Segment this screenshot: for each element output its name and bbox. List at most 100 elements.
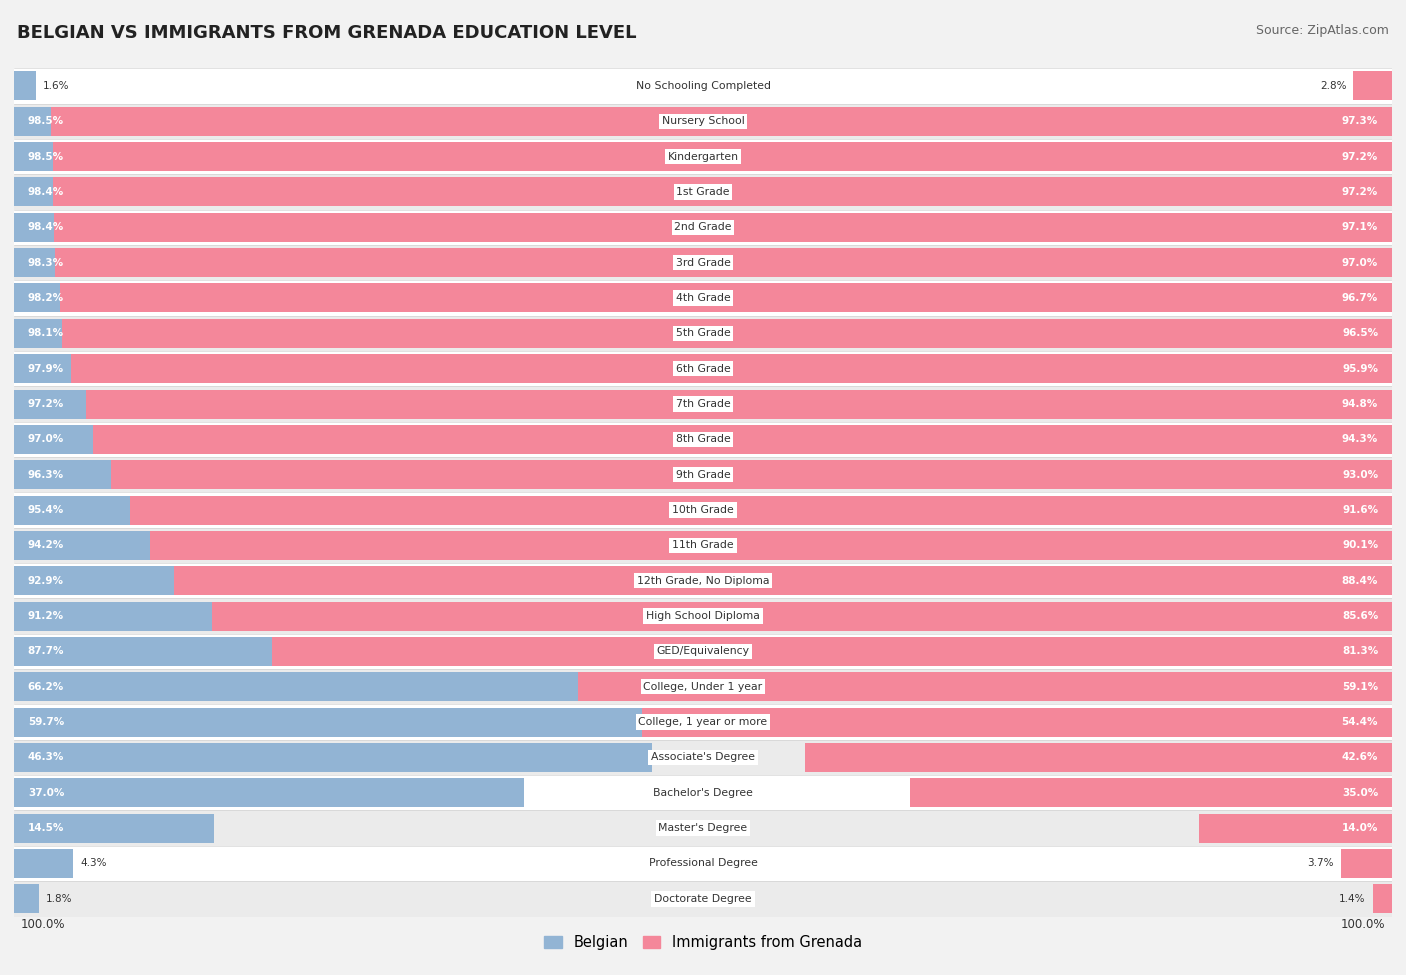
Bar — [14, 602, 1271, 631]
Bar — [14, 881, 1392, 916]
Bar — [14, 390, 1354, 418]
Bar — [14, 810, 1392, 846]
Bar — [1372, 884, 1392, 914]
Bar — [14, 846, 1392, 881]
Text: 97.0%: 97.0% — [28, 434, 65, 445]
Bar — [14, 564, 1392, 599]
Legend: Belgian, Immigrants from Grenada: Belgian, Immigrants from Grenada — [538, 929, 868, 956]
Bar — [150, 531, 1392, 560]
Text: 95.4%: 95.4% — [28, 505, 65, 515]
Text: 1.8%: 1.8% — [46, 894, 72, 904]
Text: 8th Grade: 8th Grade — [676, 434, 730, 445]
Text: 98.5%: 98.5% — [28, 151, 63, 162]
Text: 4.3%: 4.3% — [80, 858, 107, 869]
Text: 96.7%: 96.7% — [1341, 292, 1378, 303]
Bar — [14, 316, 1392, 351]
Bar — [14, 107, 1371, 136]
Bar — [70, 354, 1392, 383]
Text: 2nd Grade: 2nd Grade — [675, 222, 731, 232]
Text: BELGIAN VS IMMIGRANTS FROM GRENADA EDUCATION LEVEL: BELGIAN VS IMMIGRANTS FROM GRENADA EDUCA… — [17, 24, 637, 42]
Text: 9th Grade: 9th Grade — [676, 470, 730, 480]
Bar — [14, 743, 652, 772]
Text: 92.9%: 92.9% — [28, 575, 63, 586]
Bar — [14, 138, 1392, 175]
Bar — [129, 495, 1392, 525]
Text: 91.6%: 91.6% — [1343, 505, 1378, 515]
Text: 46.3%: 46.3% — [28, 753, 65, 762]
Bar — [14, 849, 73, 878]
Bar — [14, 245, 1392, 281]
Text: 14.0%: 14.0% — [1341, 823, 1378, 834]
Text: 100.0%: 100.0% — [1340, 917, 1385, 931]
Text: 59.7%: 59.7% — [28, 717, 65, 727]
Bar — [14, 213, 1369, 242]
Bar — [51, 107, 1392, 136]
Bar — [14, 673, 927, 701]
Text: Bachelor's Degree: Bachelor's Degree — [652, 788, 754, 798]
Text: 3.7%: 3.7% — [1308, 858, 1334, 869]
Text: 94.8%: 94.8% — [1341, 399, 1378, 410]
Text: 85.6%: 85.6% — [1341, 611, 1378, 621]
Bar — [14, 637, 1222, 666]
Bar — [14, 175, 1392, 210]
Text: 96.5%: 96.5% — [1343, 329, 1378, 338]
Text: Nursery School: Nursery School — [662, 116, 744, 127]
Text: 98.4%: 98.4% — [28, 187, 65, 197]
Bar — [271, 637, 1392, 666]
Bar — [52, 142, 1392, 171]
Text: 95.9%: 95.9% — [1343, 364, 1378, 373]
Text: 10th Grade: 10th Grade — [672, 505, 734, 515]
Text: 97.2%: 97.2% — [1341, 187, 1378, 197]
Bar — [14, 460, 1341, 489]
Text: 1.6%: 1.6% — [44, 81, 69, 91]
Text: Master's Degree: Master's Degree — [658, 823, 748, 834]
Bar — [14, 249, 1368, 277]
Text: 54.4%: 54.4% — [1341, 717, 1378, 727]
Bar — [806, 743, 1392, 772]
Bar — [111, 460, 1392, 489]
Bar — [14, 210, 1392, 245]
Bar — [14, 351, 1392, 386]
Text: 3rd Grade: 3rd Grade — [675, 257, 731, 268]
Text: 94.3%: 94.3% — [1341, 434, 1378, 445]
Text: Associate's Degree: Associate's Degree — [651, 753, 755, 762]
Text: 35.0%: 35.0% — [1341, 788, 1378, 798]
Text: 88.4%: 88.4% — [1341, 575, 1378, 586]
Text: 98.1%: 98.1% — [28, 329, 63, 338]
Bar — [14, 531, 1312, 560]
Text: 90.1%: 90.1% — [1343, 540, 1378, 551]
Bar — [14, 319, 1365, 348]
Text: 37.0%: 37.0% — [28, 788, 65, 798]
Bar — [86, 390, 1392, 418]
Bar — [14, 492, 1392, 527]
Text: Source: ZipAtlas.com: Source: ZipAtlas.com — [1256, 24, 1389, 37]
Bar — [1199, 814, 1392, 842]
Bar — [14, 354, 1362, 383]
Text: 2.8%: 2.8% — [1320, 81, 1347, 91]
Bar — [14, 457, 1392, 492]
Text: 94.2%: 94.2% — [28, 540, 65, 551]
Bar — [1341, 849, 1392, 878]
Bar — [55, 249, 1392, 277]
Text: 87.7%: 87.7% — [28, 646, 65, 656]
Bar — [14, 599, 1392, 634]
Text: 91.2%: 91.2% — [28, 611, 63, 621]
Bar — [14, 281, 1392, 316]
Text: Kindergarten: Kindergarten — [668, 151, 738, 162]
Text: 4th Grade: 4th Grade — [676, 292, 730, 303]
Text: College, Under 1 year: College, Under 1 year — [644, 682, 762, 692]
Bar — [14, 814, 214, 842]
Bar — [14, 142, 1371, 171]
Text: 98.3%: 98.3% — [28, 257, 63, 268]
Bar — [14, 421, 1392, 457]
Text: 98.2%: 98.2% — [28, 292, 63, 303]
Text: 93.0%: 93.0% — [1343, 470, 1378, 480]
Bar — [14, 425, 1351, 453]
Text: 1st Grade: 1st Grade — [676, 187, 730, 197]
Text: 5th Grade: 5th Grade — [676, 329, 730, 338]
Text: 96.3%: 96.3% — [28, 470, 63, 480]
Bar — [910, 778, 1392, 807]
Text: 100.0%: 100.0% — [21, 917, 66, 931]
Bar — [212, 602, 1392, 631]
Bar — [14, 775, 1392, 810]
